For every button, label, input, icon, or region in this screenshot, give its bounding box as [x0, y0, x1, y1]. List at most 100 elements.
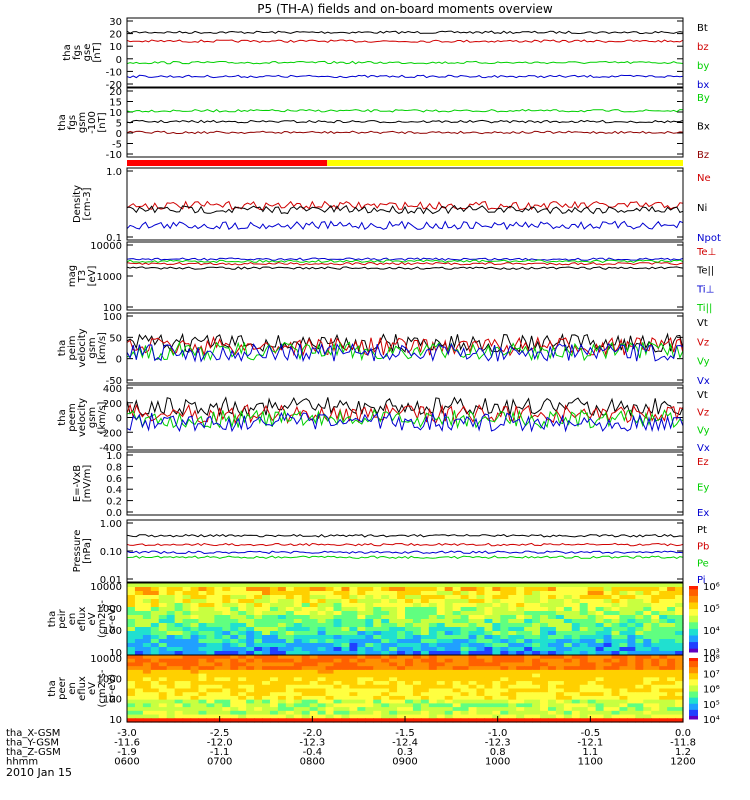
spectrogram-cell: [134, 651, 144, 656]
spectrogram-cell: [174, 635, 184, 640]
legend-label: Pe: [697, 558, 709, 569]
spectrogram-cell: [555, 658, 565, 664]
spectrogram-cell: [540, 710, 549, 716]
spectrogram-cell: [277, 692, 287, 697]
y-axis-label-line: Density: [72, 185, 83, 223]
spectrogram-cell: [166, 684, 176, 690]
spectrogram-cell: [405, 707, 414, 712]
spectrogram-cell: [524, 599, 533, 604]
spectrogram-cell: [492, 643, 501, 648]
spectrogram-cell: [269, 623, 279, 628]
spectrogram-cell: [349, 615, 358, 620]
spectrogram-cell: [198, 647, 208, 652]
colorbar-label: 10⁵: [703, 604, 720, 615]
spectrogram-cell: [238, 603, 247, 608]
spectrogram-cell: [134, 669, 144, 675]
y-tick-label: 1000: [97, 272, 122, 283]
spectrogram-cell: [412, 599, 422, 604]
spectrogram-cell: [246, 655, 255, 660]
spectrogram-cell: [158, 669, 168, 675]
spectrogram-cell: [635, 662, 644, 667]
spectrogram-cell: [198, 607, 208, 612]
spectrogram-cell: [301, 718, 311, 723]
spectrogram-cell: [285, 631, 295, 636]
spectrogram-cell: [428, 673, 438, 678]
spectrogram-cell: [373, 591, 382, 596]
spectrogram-cell: [524, 631, 533, 636]
spectrogram-cell: [262, 639, 271, 644]
spectrogram-cell: [174, 607, 184, 612]
y-axis-label-line: fgs: [67, 115, 78, 130]
spectrogram-cell: [571, 639, 581, 644]
colorbar-segment: [689, 645, 698, 650]
spectrogram-cell: [262, 603, 271, 608]
spectrogram-cell: [325, 688, 335, 693]
spectrogram-cell: [635, 595, 644, 600]
spectrogram-cell: [611, 631, 621, 636]
spectrogram-cell: [667, 718, 676, 723]
spectrogram-cell: [309, 699, 319, 704]
spectrogram-cell: [667, 662, 676, 667]
spectrogram-cell: [166, 662, 176, 667]
spectrogram-cell: [405, 627, 414, 632]
spectrogram-cell: [540, 658, 549, 664]
x-tick-label: 1000: [485, 757, 510, 768]
y-axis-label-line: [nPa]: [82, 538, 93, 564]
spectrogram-cell: [389, 643, 398, 648]
spectrogram-cell: [587, 647, 597, 652]
spectrogram-cell: [182, 718, 192, 723]
spectrogram-cell: [444, 639, 454, 644]
spectrogram-cell: [468, 688, 478, 693]
spectrogram-cell: [595, 666, 605, 671]
spectrogram-cell: [611, 699, 621, 704]
spectrogram-cell: [134, 599, 144, 604]
spectrogram-cell: [373, 669, 382, 675]
spectrogram-cell: [405, 658, 414, 664]
spectrogram-cell: [540, 669, 549, 675]
spectrogram-cell: [516, 669, 525, 675]
spectrogram-cell: [619, 681, 628, 686]
spectrogram-cell: [619, 669, 628, 675]
spectrogram-cell: [357, 623, 366, 628]
spectrogram-cell: [285, 662, 295, 667]
spectrogram-cell: [389, 639, 398, 644]
spectrogram-cell: [222, 703, 231, 708]
spectrogram-cell: [301, 635, 311, 640]
colorbar-segment: [689, 676, 698, 680]
spectrogram-cell: [158, 692, 168, 697]
spectrogram-cell: [349, 718, 358, 723]
x-tick-label: -0.4: [303, 747, 323, 758]
y-tick-label: 50: [109, 333, 122, 344]
spectrogram-cell: [134, 591, 144, 596]
spectrogram-cell: [309, 651, 319, 656]
colorbar-segment: [689, 670, 698, 674]
spectrogram-cell: [158, 583, 168, 588]
spectrogram-cell: [373, 692, 382, 697]
spectrogram-cell: [365, 666, 374, 671]
spectrogram-cell: [460, 699, 470, 704]
spectrogram-cell: [262, 655, 271, 660]
spectrogram-cell: [365, 639, 374, 644]
spectrogram-cell: [452, 623, 462, 628]
spectrogram-cell: [460, 603, 470, 608]
spectrogram-cell: [532, 684, 541, 690]
spectrogram-cell: [246, 666, 255, 671]
spectrogram-cell: [134, 611, 144, 616]
spectrogram-cell: [651, 695, 660, 701]
spectrogram-cell: [389, 615, 398, 620]
spectrogram-cell: [381, 615, 390, 620]
spectrogram-cell: [365, 619, 374, 624]
spectrogram-cell: [214, 692, 223, 697]
spectrogram-cell: [611, 635, 621, 640]
spectrogram-cell: [166, 695, 176, 701]
colorbar-segment: [689, 691, 698, 696]
spectrogram-cell: [516, 607, 525, 612]
spectrogram-cell: [182, 692, 192, 697]
spectrogram-cell: [659, 615, 668, 620]
colorbar-segment: [689, 589, 698, 594]
spectrogram-cell: [134, 677, 144, 682]
spectrogram-cell: [293, 662, 303, 667]
spectrogram-cell: [317, 611, 327, 616]
spectrogram-cell: [230, 627, 239, 632]
spectrogram-cell: [198, 699, 208, 704]
